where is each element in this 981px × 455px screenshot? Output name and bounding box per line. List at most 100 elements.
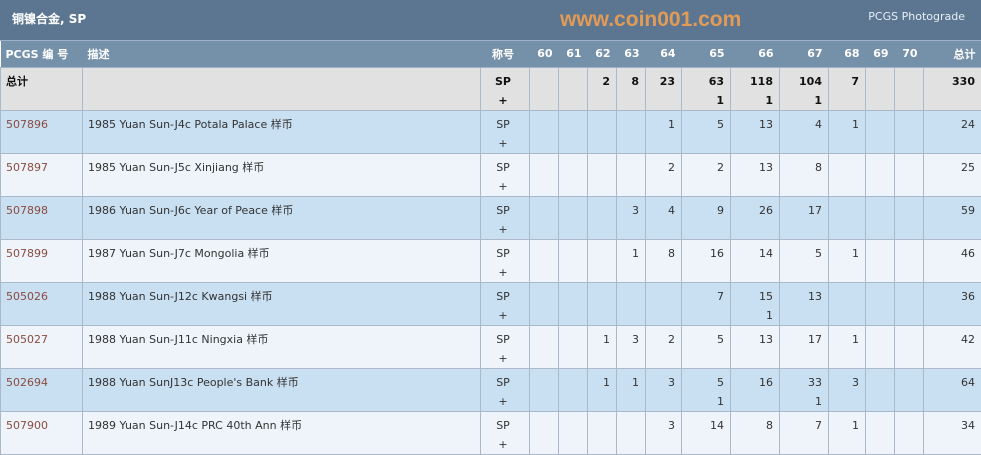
grade-cell [895,67,924,110]
grade-cell[interactable]: 5 [780,239,829,282]
pcgs-number-link[interactable]: 502694 [1,368,83,411]
column-header[interactable]: 70 [895,41,924,67]
grade-cell [530,196,559,239]
column-header[interactable]: 60 [530,41,559,67]
grade-cell[interactable]: 14 [731,239,780,282]
designation-cell: SP+ [481,368,530,411]
grade-cell[interactable]: 2 [588,67,617,110]
grade-cell[interactable]: 5 [682,325,731,368]
grade-cell[interactable]: 1 [829,411,866,454]
column-header[interactable]: 64 [646,41,682,67]
column-header[interactable]: 68 [829,41,866,67]
column-header[interactable]: 65 [682,41,731,67]
pcgs-number-link[interactable]: 507898 [1,196,83,239]
column-header[interactable]: 描述 [83,41,481,67]
total-cell[interactable]: 24 [924,110,981,153]
total-cell[interactable]: 59 [924,196,981,239]
grade-cell [530,110,559,153]
grade-cell[interactable]: 2 [646,325,682,368]
grade-cell[interactable]: 8 [617,67,646,110]
grade-cell[interactable]: 33 1 [780,368,829,411]
grade-cell[interactable]: 4 [646,196,682,239]
grade-cell[interactable]: 13 [731,325,780,368]
grade-cell[interactable]: 13 [731,110,780,153]
grade-cell[interactable]: 1 [829,110,866,153]
designation-cell: SP+ [481,196,530,239]
grade-cell[interactable]: 26 [731,196,780,239]
grade-cell[interactable]: 1 [617,368,646,411]
column-header[interactable]: 总计 [924,41,981,67]
grade-cell[interactable]: 7 [682,282,731,325]
grade-cell[interactable]: 1 [829,239,866,282]
column-header[interactable]: 称号 [481,41,530,67]
grade-cell[interactable]: 3 [829,368,866,411]
column-header[interactable]: 62 [588,41,617,67]
grade-cell[interactable]: 3 [646,411,682,454]
column-header[interactable]: 67 [780,41,829,67]
grade-cell[interactable]: 16 [682,239,731,282]
grade-cell[interactable]: 1 [829,325,866,368]
total-cell[interactable]: 46 [924,239,981,282]
plus-designation: + [483,392,523,411]
grade-cell[interactable]: 4 [780,110,829,153]
grade-cell[interactable]: 8 [731,411,780,454]
column-header[interactable]: 61 [559,41,588,67]
grade-cell[interactable]: 104 1 [780,67,829,110]
pcgs-number-link[interactable]: 507899 [1,239,83,282]
description-cell: 1987 Yuan Sun-J7c Mongolia 样币 [83,239,481,282]
total-cell[interactable]: 36 [924,282,981,325]
photograde-link[interactable]: PCGS Photograde [868,10,965,23]
grade-cell [588,196,617,239]
column-header[interactable]: 66 [731,41,780,67]
grade-cell[interactable]: 1 [617,239,646,282]
grade-cell[interactable]: 63 1 [682,67,731,110]
grade-cell [617,282,646,325]
total-cell[interactable]: 42 [924,325,981,368]
grade-cell[interactable]: 13 [731,153,780,196]
grade-cell[interactable]: 17 [780,325,829,368]
grade-cell [559,282,588,325]
grade-cell[interactable]: 118 1 [731,67,780,110]
pcgs-number-link[interactable]: 505027 [1,325,83,368]
grade-cell[interactable]: 8 [646,239,682,282]
grade-cell [559,411,588,454]
grade-cell [895,368,924,411]
grade-cell[interactable]: 7 [780,411,829,454]
description-cell: 1988 Yuan SunJ13c People's Bank 样币 [83,368,481,411]
pcgs-number-link[interactable]: 507897 [1,153,83,196]
total-cell[interactable]: 25 [924,153,981,196]
designation: SP [483,330,523,349]
total-cell[interactable]: 64 [924,368,981,411]
designation-cell: SP+ [481,239,530,282]
pcgs-number-link[interactable]: 505026 [1,282,83,325]
plus-designation: + [483,263,523,282]
grade-cell[interactable]: 1 [646,110,682,153]
grade-cell[interactable]: 23 [646,67,682,110]
column-header[interactable]: 63 [617,41,646,67]
column-header[interactable]: 69 [866,41,895,67]
grade-cell[interactable]: 17 [780,196,829,239]
grade-cell[interactable]: 14 [682,411,731,454]
grade-cell[interactable]: 3 [646,368,682,411]
grade-cell[interactable]: 16 [731,368,780,411]
grade-cell[interactable]: 15 1 [731,282,780,325]
grade-cell[interactable]: 7 [829,67,866,110]
column-header[interactable]: PCGS 编 号 [1,41,83,67]
grade-cell[interactable]: 3 [617,196,646,239]
grade-cell[interactable]: 9 [682,196,731,239]
grade-cell[interactable]: 1 [588,325,617,368]
grade-cell[interactable]: 5 [682,110,731,153]
grade-cell [829,196,866,239]
grade-cell[interactable]: 1 [588,368,617,411]
pcgs-number-link[interactable]: 507896 [1,110,83,153]
designation-cell: SP+ [481,153,530,196]
grade-cell[interactable]: 13 [780,282,829,325]
grade-cell[interactable]: 8 [780,153,829,196]
total-cell[interactable]: 34 [924,411,981,454]
grade-cell[interactable]: 5 1 [682,368,731,411]
grade-cell[interactable]: 2 [682,153,731,196]
pcgs-number-link[interactable]: 507900 [1,411,83,454]
grade-cell[interactable]: 3 [617,325,646,368]
grade-cell[interactable]: 2 [646,153,682,196]
